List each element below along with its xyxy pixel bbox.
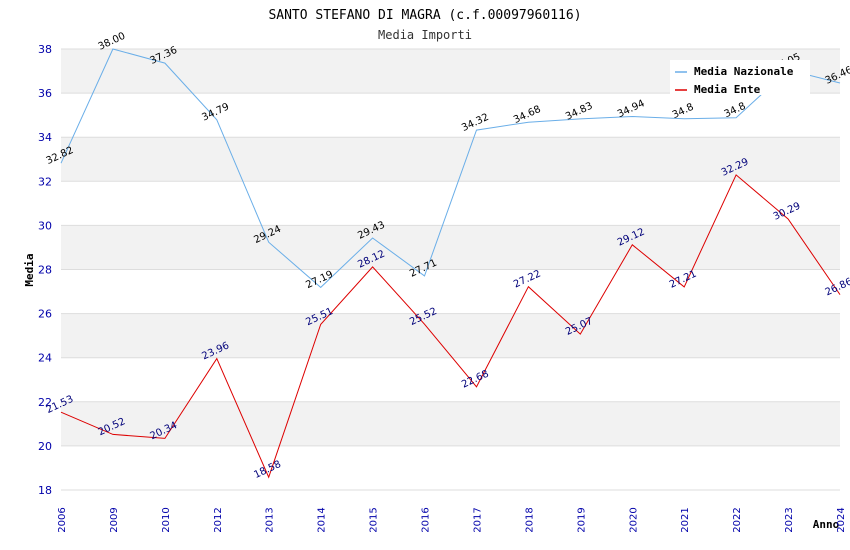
x-tick-label: 2006 [57, 507, 68, 532]
x-tick-label: 2024 [836, 507, 847, 532]
data-label-media-ente: 26.86 [824, 276, 850, 298]
data-label-media-ente: 27.21 [668, 269, 699, 291]
x-tick-label: 2010 [161, 507, 172, 532]
x-tick-labels: 2006 2009 2010 2012 2013 2014 2015 2016 2017 2018… [57, 507, 847, 532]
y-tick-label: 18 [38, 484, 52, 497]
y-tick-label: 28 [38, 264, 52, 277]
x-tick-label: 2015 [369, 507, 380, 532]
data-label-media-ente: 30.29 [772, 201, 803, 223]
x-tick-label: 2021 [680, 507, 691, 532]
legend-label-media-nazionale: Media Nazionale [694, 65, 794, 78]
x-tick-label: 2022 [732, 507, 743, 532]
legend-box [670, 60, 810, 95]
x-tick-label: 2009 [109, 507, 120, 532]
data-label-media-nazionale: 34.79 [200, 101, 231, 123]
x-tick-label: 2016 [421, 507, 432, 532]
data-label-media-ente: 27.22 [512, 268, 543, 290]
background-bands [61, 49, 840, 446]
y-tick-label: 20 [38, 440, 52, 453]
x-tick-label: 2017 [472, 507, 483, 532]
y-tick-label: 38 [38, 43, 52, 56]
x-tick-label: 2014 [317, 507, 328, 532]
y-tick-label: 30 [38, 219, 52, 232]
y-tick-label: 34 [38, 131, 52, 144]
y-tick-label: 32 [38, 175, 52, 188]
y-tick-label: 26 [38, 308, 52, 321]
legend-label-media-ente: Media Ente [694, 83, 761, 96]
x-tick-label: 2013 [265, 507, 276, 532]
y-tick-label: 22 [38, 396, 52, 409]
x-axis-label: Anno [813, 518, 840, 531]
series-line-media-nazionale [60, 48, 841, 289]
series-line-media-ente [60, 174, 841, 479]
y-tick-label: 24 [38, 352, 52, 365]
data-label-media-ente: 18.58 [252, 459, 283, 481]
grid-band [61, 313, 840, 358]
data-label-media-nazionale: 34.32 [460, 112, 491, 134]
x-tick-label: 2018 [524, 507, 535, 532]
chart-subtitle: Media Importi [378, 28, 472, 42]
data-label-media-nazionale: 27.19 [304, 269, 335, 291]
y-tick-label: 36 [38, 87, 52, 100]
y-tick-labels: 18 20 22 24 26 28 30 32 34 36 38 [38, 43, 52, 497]
grid-band [61, 225, 840, 270]
grid-lines [61, 48, 840, 491]
grid-band [61, 137, 840, 182]
y-axis-label: Media [23, 253, 36, 286]
legend: Media Nazionale Media Ente [670, 60, 810, 96]
x-tick-label: 2012 [213, 507, 224, 532]
data-label-media-nazionale: 34.8 [723, 101, 748, 120]
x-tick-label: 2023 [784, 507, 795, 532]
x-tick-label: 2020 [628, 507, 639, 532]
chart-title: SANTO STEFANO DI MAGRA (c.f.00097960116) [268, 8, 581, 23]
grid-band [61, 401, 840, 446]
x-tick-label: 2019 [576, 507, 587, 532]
